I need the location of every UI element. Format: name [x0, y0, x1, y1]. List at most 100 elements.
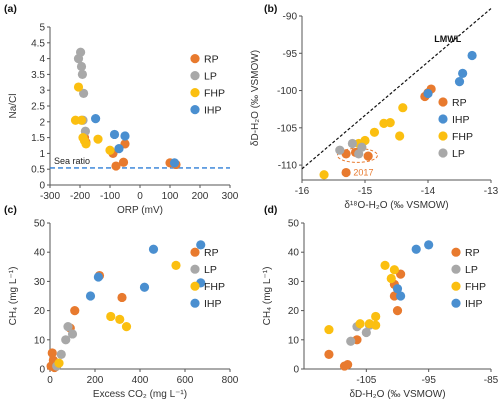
- data-point-RP: [118, 157, 129, 167]
- y-tick-label: 3.5: [31, 70, 45, 81]
- y-tick-label: 50: [34, 219, 46, 230]
- data-point-LP: [76, 61, 87, 72]
- x-tick-label: -15: [358, 186, 373, 197]
- series-IHP: [85, 240, 206, 301]
- data-point-FHP: [385, 118, 395, 128]
- x-axis-title: δ¹⁸O-H₂O (‰ VSMOW): [344, 200, 448, 211]
- legend-marker-RP: [190, 247, 200, 257]
- series-FHP: [54, 260, 181, 368]
- legend-marker-RP: [438, 97, 448, 107]
- data-point-FHP: [386, 273, 396, 284]
- data-point-FHP: [105, 145, 115, 155]
- legend-label-IHP: IHP: [465, 298, 483, 310]
- legend-marker-FHP: [190, 88, 200, 98]
- lmwl-label: LMWL: [434, 34, 461, 44]
- data-point-LP: [79, 88, 89, 98]
- x-tick-label: 800: [222, 375, 239, 386]
- series-IHP: [423, 50, 477, 99]
- data-point-FHP: [76, 115, 87, 125]
- series-IHP: [91, 114, 180, 168]
- panel-label: (c): [4, 204, 17, 216]
- legend-label-LP: LP: [204, 264, 217, 276]
- data-point-FHP: [106, 311, 116, 322]
- sea-ratio-label: Sea ratio: [54, 156, 90, 166]
- x-tick-label: -85: [484, 375, 499, 386]
- data-point-FHP: [81, 139, 91, 149]
- legend-label-FHP: FHP: [452, 131, 473, 143]
- x-tick-label: 600: [177, 375, 194, 386]
- y-axis-title: δD-H₂O (‰ VSMOW): [250, 50, 261, 146]
- data-point-RP: [324, 349, 334, 359]
- data-point-IHP: [196, 240, 206, 250]
- legend-label-FHP: FHP: [204, 88, 225, 100]
- y-tick-label: 20: [288, 306, 300, 317]
- legend-label-RP: RP: [204, 54, 219, 66]
- data-point-IHP: [93, 272, 103, 282]
- data-point-RP: [343, 360, 353, 370]
- data-point-IHP: [454, 77, 465, 87]
- panel-label: (b): [264, 3, 277, 15]
- y-tick-label: 1: [39, 149, 45, 160]
- y-tick-label: 0: [293, 365, 299, 376]
- data-point-LP: [347, 138, 357, 149]
- data-point-IHP: [424, 240, 434, 250]
- y-tick-label: 10: [288, 335, 300, 346]
- data-point-IHP: [411, 244, 421, 254]
- x-tick-label: 400: [132, 375, 149, 386]
- legend: RP LP FHP IHP: [190, 54, 225, 117]
- x-tick-label: 0: [47, 375, 53, 386]
- legend: RP LP FHP IHP: [451, 247, 486, 310]
- x-tick-label: 200: [87, 375, 104, 386]
- panel-label: (d): [264, 204, 277, 216]
- data-point-IHP: [467, 50, 477, 61]
- data-point-IHP: [85, 291, 96, 301]
- panel-d: (d) 0 10 20 30 40 50 -105 -95 -85 δD-H₂O (‰ VSMOW)…: [262, 204, 499, 400]
- data-point-LP: [346, 336, 356, 346]
- data-point-FHP: [371, 320, 381, 330]
- legend-marker-FHP: [190, 281, 200, 291]
- legend-marker-LP: [190, 71, 200, 81]
- panel-b: (b) -110 -105 -100 -95 -90 -16 -15 -14 -13 δ¹⁸O-H₂…: [250, 3, 499, 211]
- data-point-RP: [341, 167, 351, 178]
- x-tick-label: -95: [421, 375, 436, 386]
- panel-label: (a): [4, 3, 17, 15]
- legend-marker-IHP: [438, 114, 448, 124]
- legend-label-RP: RP: [465, 247, 480, 259]
- data-point-RP: [392, 306, 403, 316]
- legend: RP LP FHP IHP: [190, 247, 225, 310]
- data-point-FHP: [171, 260, 181, 270]
- data-point-FHP: [115, 314, 125, 324]
- series-IHP: [392, 240, 434, 301]
- y-tick-label: 40: [288, 248, 300, 259]
- series-RP: [324, 269, 406, 371]
- data-point-FHP: [54, 358, 64, 368]
- y-tick-label: -105: [277, 123, 297, 134]
- data-point-LP: [77, 69, 87, 79]
- y-tick-label: -100: [277, 86, 297, 97]
- data-point-RP: [363, 151, 373, 161]
- data-point-LP: [56, 349, 66, 359]
- data-point-IHP: [169, 158, 180, 168]
- data-point-LP: [67, 329, 78, 339]
- y-tick-label: 10: [34, 335, 46, 346]
- legend-label-FHP: FHP: [465, 281, 486, 293]
- x-tick-label: 100: [162, 191, 179, 202]
- x-tick-label: -300: [40, 191, 60, 202]
- data-point-IHP: [114, 144, 124, 154]
- data-point-FHP: [324, 324, 334, 335]
- y-tick-label: 4.5: [31, 38, 45, 49]
- legend-marker-RP: [451, 247, 461, 257]
- legend-marker-IHP: [451, 298, 461, 308]
- data-point-FHP: [355, 319, 365, 329]
- x-tick-label: -100: [100, 191, 120, 202]
- legend-marker-LP: [190, 264, 200, 274]
- data-point-LP: [361, 327, 371, 338]
- legend-marker-IHP: [190, 298, 200, 308]
- x-tick-label: -105: [356, 375, 376, 386]
- x-axis-title: Excess CO₂ (mg L⁻¹): [93, 389, 187, 400]
- data-point-FHP: [395, 131, 405, 141]
- data-point-IHP: [148, 244, 159, 254]
- data-point-IHP: [91, 114, 101, 124]
- x-tick-label: 300: [222, 191, 239, 202]
